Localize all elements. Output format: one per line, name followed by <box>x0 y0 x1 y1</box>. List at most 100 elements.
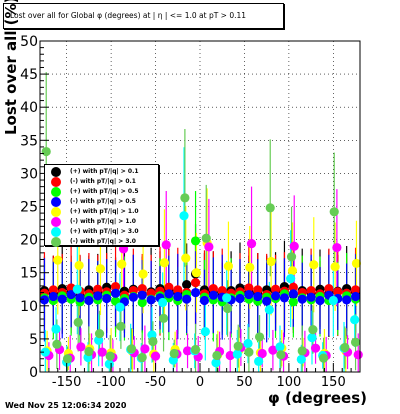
data-point <box>244 347 254 357</box>
data-point <box>288 282 298 292</box>
legend-label: (-) with pT/|q| > 3.0 <box>70 238 136 245</box>
data-point <box>161 240 171 250</box>
data-point <box>180 193 190 203</box>
data-point <box>309 260 319 270</box>
legend-marker <box>51 167 61 177</box>
data-point <box>104 359 114 369</box>
data-point <box>297 346 307 356</box>
data-point <box>76 342 86 352</box>
data-point <box>342 295 352 305</box>
data-point <box>164 282 174 292</box>
chart-title: Lost over all for Global φ (degrees) at … <box>3 3 284 29</box>
data-point <box>53 255 63 265</box>
legend-marker <box>51 177 61 187</box>
data-point <box>310 343 321 353</box>
legend-marker <box>51 207 61 217</box>
data-point <box>208 290 218 300</box>
legend-marker <box>51 217 61 227</box>
data-point <box>211 358 221 368</box>
data-point <box>246 238 257 249</box>
data-point <box>245 262 255 273</box>
legend: (+) with pT/|q| > 0.1 (-) with pT/|q| > … <box>44 164 159 247</box>
y-tick-label: 15 <box>20 266 38 282</box>
data-point <box>148 336 158 347</box>
y-axis-title: Lost over all (%) <box>2 0 20 135</box>
data-point <box>235 293 245 304</box>
data-point <box>287 266 298 276</box>
data-point <box>199 295 210 306</box>
data-point <box>350 291 361 302</box>
legend-label: (+) with pT/|q| > 1.0 <box>70 208 139 215</box>
data-point <box>146 295 156 305</box>
x-tick-label: -150 <box>52 375 82 390</box>
data-point <box>173 291 183 302</box>
data-point <box>110 282 121 292</box>
y-tick-label: 25 <box>20 200 38 216</box>
data-point <box>190 287 201 298</box>
legend-entry: (+) with pT/|q| > 3.0 <box>45 227 158 237</box>
data-point <box>73 317 83 327</box>
data-point <box>102 293 112 304</box>
data-point <box>262 296 272 306</box>
data-point <box>51 324 61 334</box>
y-tick-label: 5 <box>29 332 38 348</box>
data-point <box>48 291 58 302</box>
data-point <box>275 342 285 352</box>
x-tick-label: -100 <box>96 375 126 390</box>
x-tick-label: 150 <box>321 375 346 390</box>
data-point <box>158 313 169 323</box>
data-point <box>115 302 125 312</box>
data-point <box>138 269 148 279</box>
data-point <box>118 244 129 254</box>
data-point <box>318 353 329 363</box>
legend-entry: (+) with pT/|q| > 0.5 <box>45 187 158 197</box>
data-point <box>137 352 147 363</box>
legend-label: (+) with pT/|q| > 3.0 <box>70 228 139 235</box>
legend-marker <box>51 227 61 237</box>
y-tick-label: 10 <box>20 299 38 315</box>
data-point <box>62 354 73 364</box>
data-point <box>306 285 316 296</box>
y-tick-label: 35 <box>20 133 38 149</box>
legend-marker <box>51 237 61 247</box>
legend-entry: (-) with pT/|q| > 0.1 <box>45 177 158 187</box>
data-point <box>84 295 94 306</box>
data-point <box>296 354 306 365</box>
data-point <box>52 339 62 349</box>
data-point <box>66 289 76 300</box>
data-point <box>182 346 193 356</box>
data-point <box>212 350 222 361</box>
legend-label: (-) with pT/|q| > 0.1 <box>70 178 136 185</box>
data-point <box>74 260 84 271</box>
data-point <box>225 350 235 361</box>
y-tick-label: 30 <box>20 166 38 182</box>
data-point <box>179 211 189 221</box>
data-point <box>266 256 276 267</box>
data-point <box>137 283 147 294</box>
data-point <box>265 203 275 213</box>
data-point <box>190 344 201 355</box>
data-point <box>117 259 127 269</box>
data-point <box>243 338 253 349</box>
data-point <box>48 285 58 295</box>
y-tick-label: 20 <box>20 233 38 249</box>
legend-entry: (+) with pT/|q| > 1.0 <box>45 207 158 217</box>
data-point <box>75 293 85 303</box>
data-point <box>94 329 105 339</box>
data-point <box>332 242 342 253</box>
data-point <box>159 258 170 268</box>
data-point <box>288 297 298 307</box>
data-point <box>181 253 191 263</box>
data-point <box>351 258 362 269</box>
data-point <box>169 348 179 359</box>
data-point <box>254 356 264 367</box>
axes: -150 -100 -50 0 50 100 150 0 5 10 15 20 25 30 35 40 45 50 <box>20 34 361 390</box>
data-point <box>140 344 150 354</box>
data-point <box>201 233 211 243</box>
y-tick-label: 45 <box>20 67 38 83</box>
legend-label: (-) with pT/|q| > 1.0 <box>70 218 136 225</box>
data-point <box>105 351 115 361</box>
data-point <box>164 289 174 299</box>
